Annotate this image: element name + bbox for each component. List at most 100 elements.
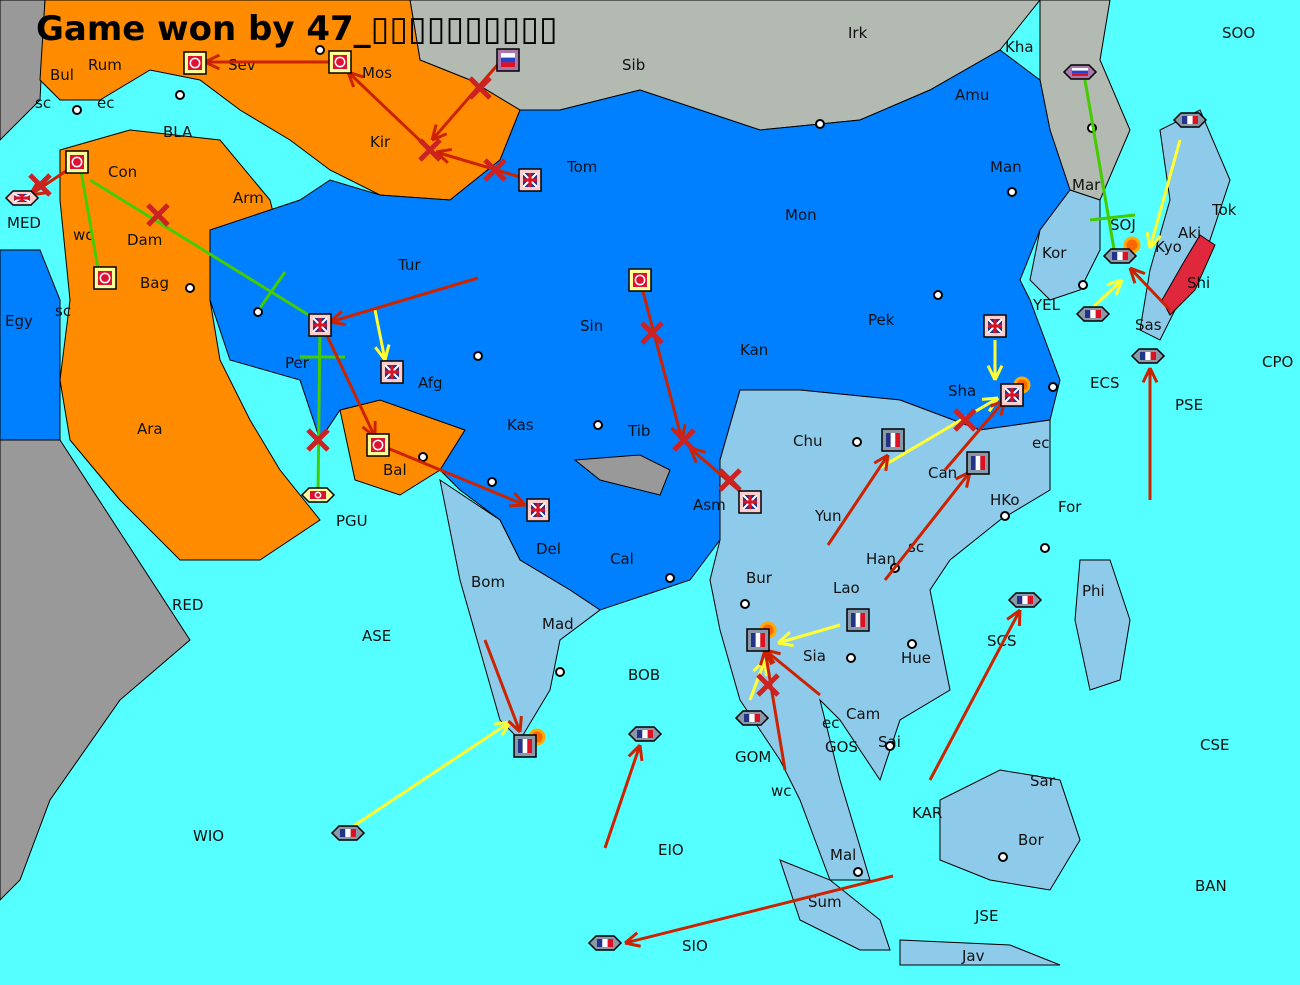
britain-army-unit[interactable] (526, 498, 550, 522)
turkey-army-unit[interactable] (183, 51, 207, 75)
france-army-unit[interactable] (746, 628, 770, 652)
arrow-head (638, 744, 644, 762)
province-label: Sib (622, 56, 645, 74)
arrow-head (435, 147, 453, 154)
province-label: CSE (1200, 736, 1229, 754)
france-army-unit[interactable] (846, 608, 870, 632)
turkey-army-unit[interactable] (65, 150, 89, 174)
france-india (439, 478, 601, 741)
failed-order-mark (640, 321, 664, 345)
britain-fleet-unit[interactable] (4, 190, 40, 206)
france-sumatra (779, 859, 891, 951)
province-label: Sev (228, 56, 256, 74)
province-label: ECS (1090, 374, 1119, 392)
province-label: GOM (735, 748, 771, 766)
province-label: Kor (1042, 244, 1067, 262)
britain-army-unit[interactable] (1000, 383, 1024, 407)
france-fleet-unit[interactable] (734, 710, 770, 726)
province-label: Sum (808, 893, 842, 911)
order-arrow (339, 720, 511, 837)
arrow-head (431, 132, 448, 142)
supply-center-dot (846, 653, 856, 663)
supply-center-dot (418, 452, 428, 462)
arrow-head (1145, 231, 1152, 249)
province-label: Sin (580, 317, 603, 335)
arrow-head (759, 649, 767, 666)
france-fleet-unit[interactable] (1102, 248, 1138, 264)
support-hold-line (89, 178, 321, 324)
turkey-army-unit[interactable] (328, 50, 352, 74)
france-fleet-unit[interactable] (1172, 112, 1208, 128)
province-label: Amu (955, 86, 989, 104)
province-label: Cal (610, 550, 634, 568)
arrow-head (507, 719, 522, 734)
arrow-head (1128, 267, 1137, 284)
britain-egy (0, 249, 61, 441)
failed-order-mark (418, 138, 442, 162)
province-label: Chu (793, 432, 823, 450)
province-label: Mal (830, 846, 856, 864)
province-label: sc (35, 94, 51, 112)
turkey-army-unit[interactable] (366, 433, 390, 457)
france-army-unit[interactable] (513, 734, 537, 758)
france-fleet-unit[interactable] (1007, 592, 1043, 608)
province-label: wc (73, 226, 94, 244)
supply-center-dot (933, 290, 943, 300)
britain-army-unit[interactable] (738, 490, 762, 514)
province-label: Arm (233, 189, 264, 207)
province-label: BLA (163, 123, 193, 141)
britain-army-unit[interactable] (308, 313, 332, 337)
france-fleet-unit[interactable] (1075, 306, 1111, 322)
province-label: SOO (1222, 24, 1255, 42)
order-arrow (1128, 266, 1172, 312)
turkey-army-unit[interactable] (628, 268, 652, 292)
britain-army-unit[interactable] (518, 168, 542, 192)
province-label: Man (990, 158, 1022, 176)
arrow-head (1129, 266, 1146, 276)
arrow-head (1148, 234, 1162, 249)
order-arrow (763, 649, 787, 771)
arrow-head (981, 396, 999, 401)
province-label: Shi (1187, 274, 1210, 292)
france-fleet-unit[interactable] (627, 726, 663, 742)
arrow-head (1141, 367, 1152, 384)
france-fleet-unit[interactable] (330, 825, 366, 841)
province-label: Ara (137, 420, 163, 438)
province-label: Egy (5, 312, 33, 330)
order-arrow (603, 744, 642, 849)
russia-army-unit[interactable] (496, 48, 520, 72)
province-label: Tur (397, 256, 421, 274)
arrow-head (346, 71, 356, 88)
province-label: Mar (1072, 176, 1101, 194)
province-label: Bag (140, 274, 169, 292)
province-label: Del (536, 540, 561, 558)
province-label: SOJ (1110, 216, 1136, 234)
arrow-head (873, 453, 889, 465)
france-fleet-unit[interactable] (1130, 348, 1166, 364)
order-arrow (748, 659, 767, 701)
britain-army-unit[interactable] (983, 314, 1007, 338)
turkey-army-unit[interactable] (93, 266, 117, 290)
supply-center-dot (998, 852, 1008, 862)
arrow-head (763, 649, 776, 664)
support-hold-line (78, 164, 102, 281)
france-fleet-unit[interactable] (587, 935, 623, 951)
province-label: PSE (1175, 396, 1203, 414)
order-arrow (329, 276, 479, 324)
province-label: CPO (1262, 353, 1293, 371)
province-label: Mos (362, 64, 392, 82)
france-army-unit[interactable] (881, 428, 905, 452)
turkey-fleet-unit[interactable] (300, 487, 336, 503)
france-army-unit[interactable] (966, 451, 990, 475)
russia-fleet-unit[interactable] (1062, 64, 1098, 80)
britain-army-unit[interactable] (380, 360, 404, 384)
arrow-head (500, 721, 512, 737)
order-arrow (777, 623, 841, 645)
order-arrow (1088, 278, 1124, 312)
order-arrow (483, 639, 522, 733)
arrow-head (374, 346, 387, 361)
arrow-head (329, 320, 347, 327)
province-label: Jav (961, 947, 985, 965)
province-label: Can (928, 464, 957, 482)
